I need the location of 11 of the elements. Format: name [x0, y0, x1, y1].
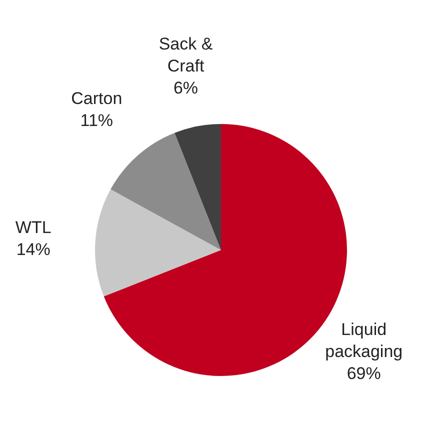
data-label: 11%: [80, 110, 114, 130]
slice-label: Liquid packaging: [325, 320, 403, 361]
data-label: 6%: [173, 78, 198, 97]
slice-label: Sack & Craft: [158, 34, 214, 75]
data-label: 14%: [16, 240, 50, 259]
pie-slice: [110, 132, 221, 250]
data-label: 69%: [346, 364, 381, 383]
slice-label: WTL: [15, 218, 52, 237]
slice-label: Carton: [71, 88, 122, 108]
pie-slice: [174, 124, 221, 250]
pie-slice: [95, 189, 221, 296]
